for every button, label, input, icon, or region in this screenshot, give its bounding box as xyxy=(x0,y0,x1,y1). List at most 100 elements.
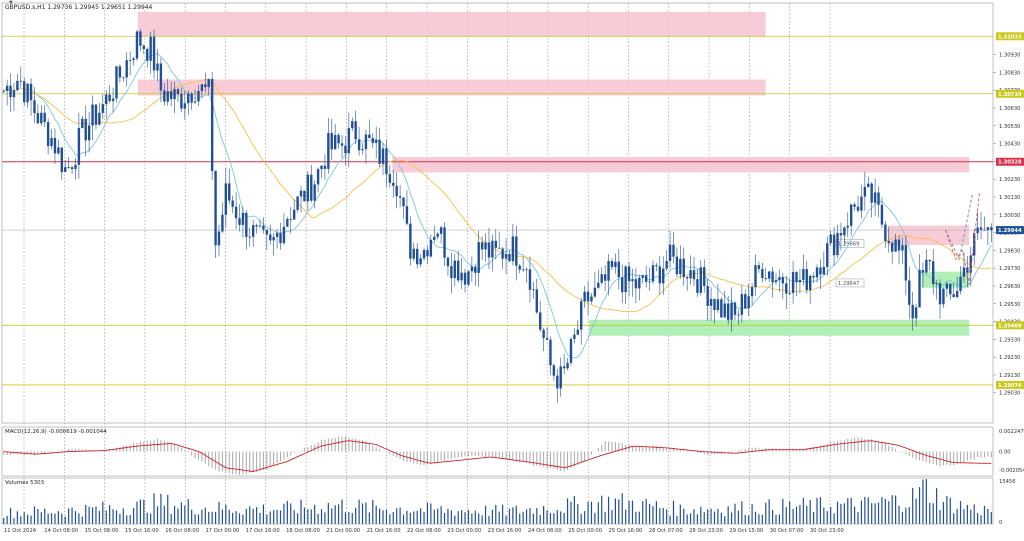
candle-body xyxy=(672,244,675,257)
candle-body xyxy=(662,268,665,284)
candle-body xyxy=(53,137,57,154)
candle-body xyxy=(709,299,713,306)
candle-body xyxy=(740,294,744,315)
candle-body xyxy=(272,237,275,241)
candle-body xyxy=(713,299,716,311)
y-tick-label: 1.29730 xyxy=(999,266,1020,272)
candle-body xyxy=(914,307,918,319)
candle-body xyxy=(638,277,641,289)
candle-body xyxy=(74,164,77,170)
level-label: 1.29074 xyxy=(998,383,1022,389)
ma-fast-line xyxy=(3,53,992,359)
candle-body xyxy=(597,282,600,288)
candle-body xyxy=(118,66,122,78)
price-zones xyxy=(137,11,970,336)
panel-frame xyxy=(1,2,994,424)
candle-body xyxy=(91,104,94,126)
candle-body xyxy=(819,267,822,275)
candle-body xyxy=(986,227,990,230)
y-tick-label: 1.30930 xyxy=(999,53,1020,59)
candle-body xyxy=(385,148,388,175)
candle-body xyxy=(98,112,101,125)
candle-body xyxy=(928,259,931,262)
forecast-paths xyxy=(945,193,980,285)
candle-body xyxy=(815,267,819,278)
candle-body xyxy=(132,58,135,60)
candle-body xyxy=(320,165,323,170)
candle-body xyxy=(549,339,552,366)
price-axis: 1.309301.308301.307301.306301.305301.304… xyxy=(993,32,1024,397)
candle-body xyxy=(545,337,549,340)
y-tick-label: 1.29330 xyxy=(999,337,1020,343)
candle-body xyxy=(210,79,214,171)
candle-body xyxy=(682,258,685,278)
candle-body xyxy=(173,89,176,100)
candle-body xyxy=(576,329,580,335)
level-label-bg xyxy=(996,32,1024,41)
candle-body xyxy=(364,134,368,150)
candle-body xyxy=(853,204,856,207)
candle-body xyxy=(2,90,5,92)
candle-body xyxy=(193,101,197,103)
candle-body xyxy=(952,294,955,298)
candle-body xyxy=(699,267,703,293)
candle-body xyxy=(333,135,337,150)
candle-body xyxy=(282,226,286,244)
candle-body xyxy=(843,227,846,236)
panel-frame xyxy=(1,426,994,477)
candle-body xyxy=(457,260,460,281)
candle-body xyxy=(169,91,173,100)
candle-body xyxy=(142,45,146,49)
candle-body xyxy=(108,94,111,102)
candle-body xyxy=(539,312,542,330)
candle-body xyxy=(535,289,538,313)
forecast-up xyxy=(945,193,974,261)
macd-panel[interactable]: MACD(12,26,9) -0.000619 -0.001044 0.0022… xyxy=(3,429,1024,475)
candle-body xyxy=(64,167,67,172)
candle-body xyxy=(217,231,221,246)
candle-body xyxy=(979,227,983,230)
candle-body xyxy=(381,148,385,164)
candle-body xyxy=(641,275,644,278)
candle-body xyxy=(744,294,747,309)
candle-body xyxy=(23,81,26,103)
macd-tick-label: 0.00 xyxy=(999,450,1011,456)
candle-body xyxy=(880,204,884,225)
candle-body xyxy=(795,272,798,283)
volume-bars xyxy=(3,479,992,524)
candle-body xyxy=(422,250,426,259)
candle-body xyxy=(5,85,9,91)
candle-body xyxy=(402,197,405,207)
candle-body xyxy=(81,118,84,129)
candle-body xyxy=(679,258,682,275)
candle-body xyxy=(501,248,504,259)
candle-body xyxy=(904,245,908,281)
candle-body xyxy=(822,266,826,275)
volume-tick-label: 15456 xyxy=(999,479,1016,485)
candle-body xyxy=(344,145,347,154)
candle-body xyxy=(156,63,159,71)
candle-body xyxy=(665,261,668,269)
resistance_zone xyxy=(392,156,970,173)
candle-body xyxy=(918,269,921,308)
candle-body xyxy=(494,240,497,248)
candle-body xyxy=(644,275,648,282)
volume-panel[interactable]: Volumes 5303 15456 0 xyxy=(3,479,1016,526)
candle-body xyxy=(303,190,306,202)
candle-body xyxy=(778,277,781,281)
candle-body xyxy=(631,279,634,282)
macd-title: MACD(12,26,9) -0.000619 -0.001044 xyxy=(5,429,107,435)
x-tick-label: 11 Oct 2024 xyxy=(4,528,37,534)
candle-body xyxy=(354,121,357,140)
candle-body xyxy=(726,303,730,320)
candle-body xyxy=(327,133,330,169)
candle-body xyxy=(908,280,911,305)
candle-body xyxy=(115,66,118,99)
candle-body xyxy=(443,227,446,258)
candle-body xyxy=(942,288,945,305)
y-tick-label: 1.30430 xyxy=(999,142,1020,148)
candle-body xyxy=(703,267,706,287)
